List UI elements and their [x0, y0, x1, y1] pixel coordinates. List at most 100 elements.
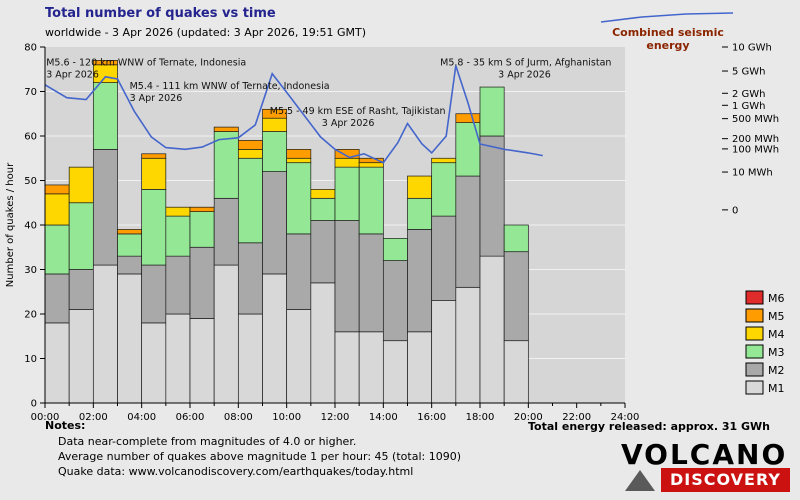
right-axis-label: 10 MWh	[732, 168, 773, 179]
bar-16:00-M4	[431, 157, 457, 164]
bar-15:00-M3	[407, 197, 433, 230]
y-tick-label: 60	[24, 132, 37, 143]
bar-06:00-M5	[189, 206, 215, 212]
notes-heading: Notes:	[45, 419, 86, 432]
quake-annotation: M5.6 - 120 km WNW of Ternate, Indonesia	[46, 58, 246, 69]
bar-17:00-M1	[455, 286, 481, 404]
bar-01:00-M3	[68, 202, 94, 270]
bar-01:00-M2	[68, 269, 94, 310]
right-axis-label: 0	[732, 205, 738, 216]
bar-04:00-M1	[141, 322, 167, 404]
bar-18:00-M3	[479, 86, 505, 137]
chart-title: Total number of quakes vs time	[45, 6, 276, 21]
logo-discovery-band: DISCOVERY	[624, 468, 790, 492]
bar-07:00-M2	[213, 197, 239, 266]
bar-10:00-M4	[286, 157, 312, 164]
right-axis-label: 1 GWh	[732, 101, 766, 112]
x-tick-label: 06:00	[176, 412, 205, 423]
bar-04:00-M3	[141, 189, 167, 266]
bar-02:00-M5	[92, 59, 118, 66]
bar-08:00-M1	[237, 313, 263, 404]
bar-12:00-M3	[334, 166, 360, 221]
bar-02:00-M3	[92, 82, 118, 150]
bar-10:00-M2	[286, 233, 312, 310]
bar-19:00-M1	[503, 340, 529, 404]
bar-03:00-M5	[117, 229, 143, 235]
x-tick-label: 04:00	[127, 412, 156, 423]
bar-12:00-M2	[334, 220, 360, 333]
quake-annotation-date: 3 Apr 2026	[130, 93, 183, 104]
bar-19:00-M3	[503, 224, 529, 253]
bar-14:00-M3	[382, 238, 408, 261]
y-tick-label: 40	[24, 221, 37, 232]
bar-09:00-M4	[262, 117, 288, 132]
legend-swatch-M1	[745, 380, 764, 395]
y-tick-label: 0	[31, 399, 37, 410]
bar-11:00-M4	[310, 189, 336, 199]
chart-subtitle: worldwide - 3 Apr 2026 (updated: 3 Apr 2…	[45, 26, 367, 39]
x-tick-label: 16:00	[417, 412, 446, 423]
y-axis-label: Number of quakes / hour	[5, 162, 16, 287]
legend-swatch-M4	[745, 326, 764, 341]
bar-09:00-M5	[262, 108, 288, 119]
bar-15:00-M4	[407, 175, 433, 199]
x-tick-label: 14:00	[369, 412, 398, 423]
legend-label-M1: M1	[768, 382, 785, 395]
bar-00:00-M3	[44, 224, 70, 275]
bar-16:00-M2	[431, 215, 457, 302]
bar-18:00-M1	[479, 255, 505, 404]
bar-00:00-M1	[44, 322, 70, 404]
x-tick-label: 10:00	[272, 412, 301, 423]
bar-00:00-M2	[44, 273, 70, 324]
x-tick-label: 22:00	[562, 412, 591, 423]
bar-08:00-M5	[237, 140, 263, 150]
bar-06:00-M2	[189, 246, 215, 319]
logo-discovery-text: DISCOVERY	[669, 470, 781, 489]
right-axis-label: 500 MWh	[732, 114, 779, 125]
y-tick-label: 80	[24, 43, 37, 54]
bar-06:00-M3	[189, 211, 215, 248]
energy-line	[44, 65, 543, 164]
quake-annotation-date: 3 Apr 2026	[322, 118, 375, 129]
volcano-icon	[624, 470, 655, 491]
right-axis-label: 100 MWh	[732, 144, 779, 155]
legend-swatch-M2	[745, 362, 764, 377]
bar-09:00-M1	[262, 273, 288, 404]
legend-label-M6: M6	[768, 292, 785, 305]
energy-legend-label: Combined seismic energy	[612, 26, 724, 52]
bar-04:00-M4	[141, 157, 167, 190]
bar-09:00-M2	[262, 171, 288, 275]
y-tick-label: 30	[24, 265, 37, 276]
note-line-source-url: Quake data: www.volcanodiscovery.com/ear…	[58, 465, 414, 478]
bar-15:00-M2	[407, 229, 433, 333]
bar-07:00-M1	[213, 264, 239, 404]
bar-14:00-M2	[382, 260, 408, 342]
bar-08:00-M2	[237, 242, 263, 315]
legend-swatch-M6	[745, 290, 764, 305]
note-line-average: Average number of quakes above magnitude…	[58, 450, 461, 463]
bar-13:00-M4	[358, 162, 384, 168]
x-tick-label: 08:00	[224, 412, 253, 423]
bar-00:00-M4	[44, 193, 70, 226]
bar-13:00-M5	[358, 157, 384, 164]
bar-08:00-M4	[237, 149, 263, 159]
bar-03:00-M2	[117, 255, 143, 275]
bar-12:00-M1	[334, 331, 360, 404]
bar-02:00-M2	[92, 149, 118, 266]
bar-12:00-M4	[334, 157, 360, 168]
bar-13:00-M2	[358, 233, 384, 333]
notes-block: Notes: Data near-complete from magnitude…	[45, 419, 461, 479]
bar-12:00-M5	[334, 149, 360, 159]
bar-16:00-M1	[431, 300, 457, 404]
bar-18:00-M2	[479, 135, 505, 257]
logo-volcano-text: VOLCANO	[620, 438, 788, 471]
right-axis-label: 10 GWh	[732, 43, 772, 54]
quake-annotation: M5.4 - 111 km WNW of Ternate, Indonesia	[130, 81, 330, 92]
bar-05:00-M3	[165, 215, 191, 257]
x-tick-label: 18:00	[466, 412, 495, 423]
bar-07:00-M5	[213, 126, 239, 132]
bar-11:00-M1	[310, 282, 336, 404]
volcano-discovery-logo: VOLCANO DISCOVERY	[621, 441, 790, 492]
y-tick-label: 70	[24, 87, 37, 98]
